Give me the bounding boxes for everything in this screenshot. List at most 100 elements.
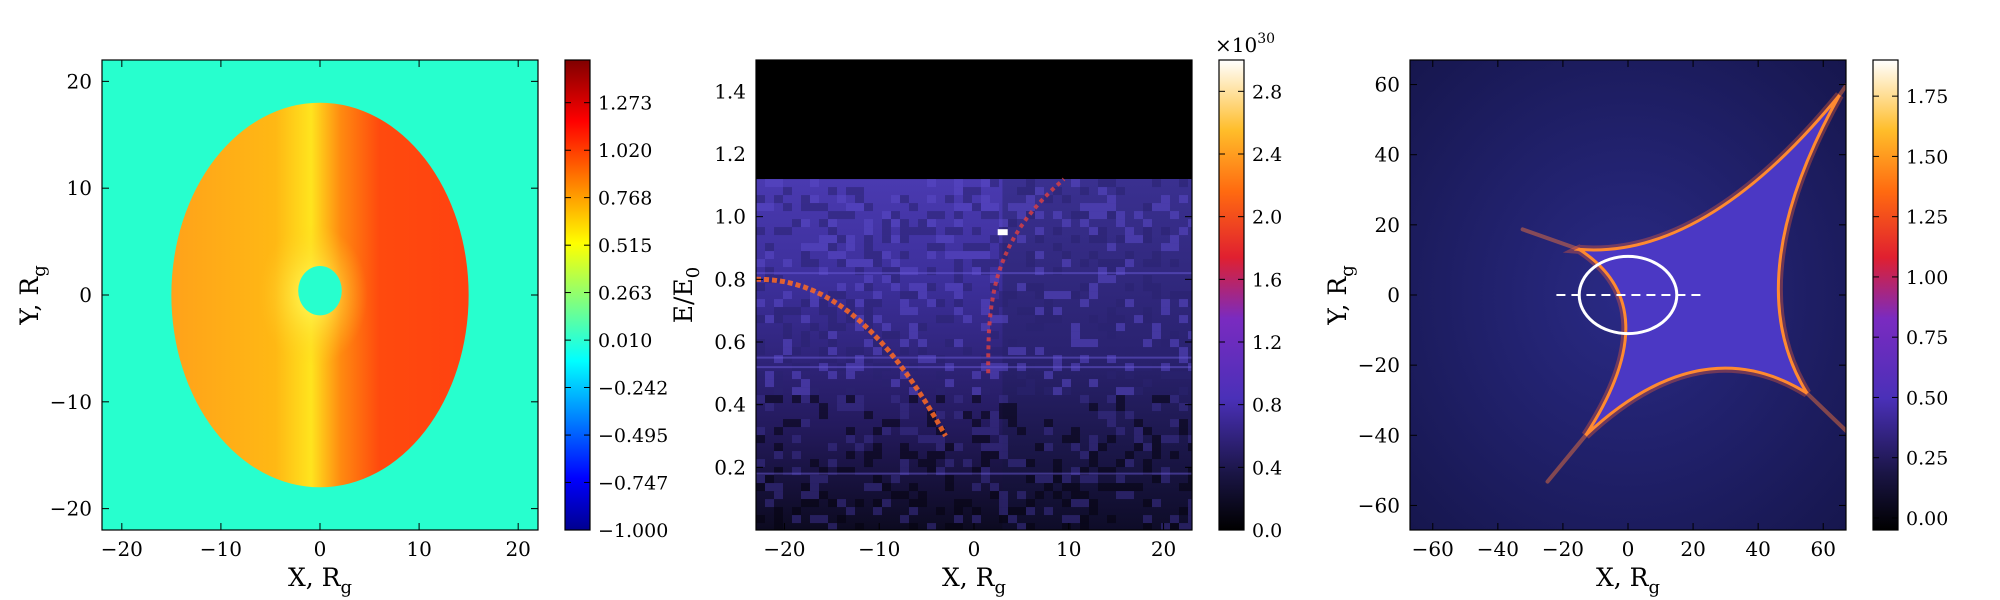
noise-pixel bbox=[1071, 323, 1080, 332]
panel-energy-spectrum: −20 −10 0 10 20 0.20.40.60.81.01.21.4 X, Rg … bbox=[669, 31, 1282, 598]
noise-pixel bbox=[819, 491, 828, 500]
noise-pixel bbox=[783, 307, 792, 316]
noise-pixel bbox=[864, 435, 873, 444]
noise-pixel bbox=[765, 251, 774, 260]
noise-pixel bbox=[936, 211, 945, 220]
noise-pixel bbox=[873, 427, 882, 436]
colorbar-ticks: 2.8 2.4 2.0 1.6 1.2 0.8 0.4 0.0 bbox=[1219, 81, 1282, 542]
noise-pixel bbox=[927, 355, 936, 364]
noise-pixel bbox=[909, 203, 918, 212]
noise-pixel bbox=[810, 483, 819, 492]
noise-pixel bbox=[819, 475, 828, 484]
noise-pixel bbox=[774, 275, 783, 284]
noise-pixel bbox=[774, 179, 783, 188]
noise-pixel bbox=[765, 267, 774, 276]
noise-pixel bbox=[1143, 275, 1152, 284]
noise-pixel bbox=[855, 347, 864, 356]
noise-pixel bbox=[1170, 259, 1179, 268]
noise-pixel bbox=[810, 395, 819, 404]
noise-pixel bbox=[972, 203, 981, 212]
noise-pixel bbox=[828, 347, 837, 356]
noise-pixel bbox=[1107, 419, 1116, 428]
noise-pixel bbox=[981, 443, 990, 452]
noise-pixel bbox=[1179, 387, 1188, 396]
noise-pixel bbox=[1116, 323, 1125, 332]
noise-pixel bbox=[1107, 355, 1116, 364]
noise-pixel bbox=[1116, 491, 1125, 500]
noise-pixel bbox=[900, 443, 909, 452]
noise-pixel bbox=[801, 219, 810, 228]
noise-pixel bbox=[1098, 411, 1107, 420]
colorbar bbox=[1872, 59, 1899, 531]
noise-pixel bbox=[1008, 339, 1017, 348]
noise-pixel bbox=[792, 507, 801, 516]
noise-pixel bbox=[1062, 387, 1071, 396]
noise-pixel bbox=[909, 331, 918, 340]
noise-pixel bbox=[810, 195, 819, 204]
y-tick-label: 1.4 bbox=[714, 79, 746, 103]
noise-pixel bbox=[819, 243, 828, 252]
noise-pixel bbox=[783, 419, 792, 428]
noise-pixel bbox=[945, 483, 954, 492]
noise-pixel bbox=[909, 427, 918, 436]
noise-pixel bbox=[918, 435, 927, 444]
noise-pixel bbox=[990, 483, 999, 492]
noise-pixel bbox=[1143, 227, 1152, 236]
noise-pixel bbox=[1143, 523, 1152, 530]
noise-pixel bbox=[774, 307, 783, 316]
noise-pixel bbox=[909, 227, 918, 236]
noise-pixel bbox=[990, 275, 999, 284]
noise-pixel bbox=[1143, 219, 1152, 228]
noise-pixel bbox=[900, 451, 909, 460]
noise-pixel bbox=[1116, 483, 1125, 492]
noise-pixel bbox=[846, 467, 855, 476]
noise-pixel bbox=[756, 515, 765, 524]
noise-pixel bbox=[1143, 499, 1152, 508]
noise-pixel bbox=[864, 227, 873, 236]
noise-pixel bbox=[972, 483, 981, 492]
noise-pixel bbox=[936, 451, 945, 460]
noise-pixel bbox=[1053, 243, 1062, 252]
noise-pixel bbox=[873, 371, 882, 380]
noise-pixel bbox=[1134, 211, 1143, 220]
noise-pixel bbox=[936, 395, 945, 404]
noise-pixel bbox=[1026, 379, 1035, 388]
noise-pixel bbox=[1089, 443, 1098, 452]
noise-pixel bbox=[1161, 395, 1170, 404]
noise-pixel bbox=[999, 299, 1008, 308]
noise-pixel bbox=[873, 259, 882, 268]
noise-pixel bbox=[1071, 467, 1080, 476]
noise-pixel bbox=[927, 283, 936, 292]
noise-pixel bbox=[909, 499, 918, 508]
noise-pixel bbox=[1125, 259, 1134, 268]
noise-pixel bbox=[1107, 211, 1116, 220]
noise-pixel bbox=[1062, 435, 1071, 444]
noise-pixel bbox=[864, 219, 873, 228]
noise-pixel bbox=[1035, 355, 1044, 364]
noise-pixel bbox=[837, 395, 846, 404]
colorbar-tick-label: −0.495 bbox=[598, 425, 668, 447]
noise-pixel bbox=[900, 299, 909, 308]
noise-pixel bbox=[945, 475, 954, 484]
noise-pixel bbox=[972, 515, 981, 524]
noise-pixel bbox=[981, 195, 990, 204]
noise-pixel bbox=[981, 243, 990, 252]
noise-pixel bbox=[1080, 219, 1089, 228]
noise-pixel bbox=[801, 395, 810, 404]
noise-pixel bbox=[819, 331, 828, 340]
noise-pixel bbox=[819, 467, 828, 476]
x-tick-label: 20 bbox=[1151, 537, 1176, 561]
noise-pixel bbox=[1188, 331, 1192, 340]
y-tick-label: 0 bbox=[79, 283, 92, 307]
noise-pixel bbox=[801, 195, 810, 204]
noise-pixel bbox=[828, 243, 837, 252]
noise-pixel bbox=[1080, 259, 1089, 268]
noise-pixel bbox=[774, 299, 783, 308]
noise-pixel bbox=[1080, 491, 1089, 500]
noise-pixel bbox=[1152, 403, 1161, 412]
noise-pixel bbox=[990, 491, 999, 500]
noise-pixel bbox=[900, 515, 909, 524]
noise-pixel bbox=[1062, 251, 1071, 260]
noise-pixel bbox=[1107, 395, 1116, 404]
noise-pixel bbox=[756, 475, 765, 484]
